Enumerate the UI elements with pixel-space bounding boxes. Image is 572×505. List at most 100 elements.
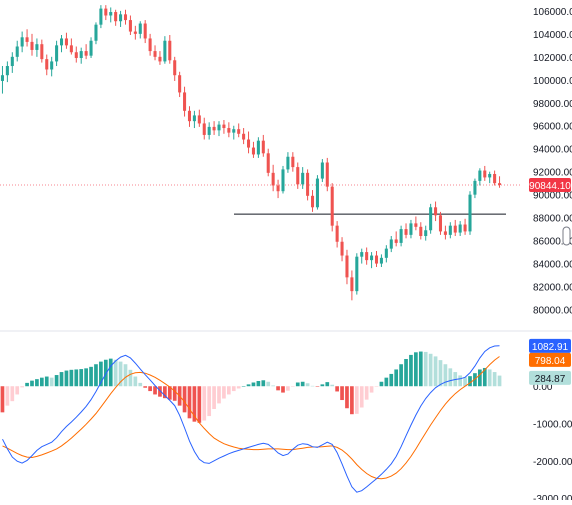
macd-histogram-bar xyxy=(207,386,212,417)
price-axis-tick-label: 102000.00 xyxy=(533,53,572,64)
candle-body xyxy=(30,41,34,50)
candle-body xyxy=(458,224,462,233)
macd-histogram-bar xyxy=(227,386,231,395)
candle-body xyxy=(355,256,359,292)
macd-histogram-bar xyxy=(94,364,98,387)
macd-histogram-bar xyxy=(217,386,221,404)
macd-histogram-bar xyxy=(99,361,103,387)
candle-body xyxy=(20,37,24,47)
macd-histogram-bar xyxy=(187,386,192,419)
candle-body xyxy=(478,170,482,181)
macd-histogram-bar xyxy=(281,386,285,393)
candle-body xyxy=(266,153,270,173)
candle-body xyxy=(296,167,300,185)
candle-body xyxy=(350,277,354,292)
macd-histogram-bar xyxy=(354,386,359,414)
macd-histogram-bar xyxy=(399,364,403,387)
macd-histogram-bar xyxy=(222,386,226,399)
macd-histogram-bar xyxy=(89,366,93,387)
candle-body xyxy=(498,183,502,185)
macd-histogram-bar xyxy=(59,372,64,387)
candle-body xyxy=(374,255,379,264)
price-axis-tick-label: 88000.00 xyxy=(533,214,572,225)
candle-body xyxy=(310,195,315,208)
candle-body xyxy=(138,23,142,34)
candle-body xyxy=(158,56,162,62)
candle-body xyxy=(443,231,447,235)
candle-body xyxy=(320,162,324,179)
macd-histogram-bar xyxy=(350,386,354,415)
candle-body xyxy=(247,139,251,148)
candle-body xyxy=(365,252,369,261)
histogram-value-badge xyxy=(529,370,571,385)
macd-histogram-bar xyxy=(497,375,502,387)
macd-value-badge xyxy=(529,338,571,353)
candle-body xyxy=(473,180,477,195)
candle-body xyxy=(40,44,44,60)
candle-body xyxy=(404,229,408,235)
macd-histogram-bar xyxy=(418,351,423,387)
candle-body xyxy=(419,226,423,237)
candle-body xyxy=(232,129,236,133)
candle-body xyxy=(133,31,137,34)
macd-histogram-bar xyxy=(123,364,128,387)
macd-histogram-bar xyxy=(320,384,325,387)
macd-histogram-bar xyxy=(369,386,374,393)
macd-histogram-bar xyxy=(414,352,418,387)
macd-histogram-bar xyxy=(153,386,157,395)
macd-histogram-bar xyxy=(463,377,467,387)
macd-histogram-bar xyxy=(458,375,463,387)
candle-body xyxy=(187,110,192,122)
price-axis-tick-label: 94000.00 xyxy=(533,145,572,156)
macd-histogram-bar xyxy=(487,369,492,387)
price-axis-tick-label: 82000.00 xyxy=(533,283,572,294)
macd-histogram-bar xyxy=(468,376,472,387)
candle-body xyxy=(340,241,344,256)
axis-scroll-handle-icon xyxy=(562,226,571,246)
price-axis-tick-label: 80000.00 xyxy=(533,306,572,317)
macd-axis-tick-label: -3000.00 xyxy=(533,494,572,500)
macd-histogram-bar xyxy=(379,381,384,387)
candle-body xyxy=(251,147,255,155)
macd-histogram-bar xyxy=(158,386,162,397)
macd-histogram-bar xyxy=(44,376,49,387)
macd-histogram-bar xyxy=(163,386,167,399)
candle-body xyxy=(207,126,211,135)
candle-body xyxy=(192,115,196,122)
candle-body xyxy=(123,14,128,21)
price-pane: 106000.00 104000.00 102000.00 100000.00 9800… xyxy=(0,5,572,332)
macd-histogram-bar xyxy=(84,368,88,387)
candle-body xyxy=(389,239,393,249)
macd-histogram-bar xyxy=(389,373,394,387)
macd-histogram-bar xyxy=(54,375,59,387)
macd-histogram-bar xyxy=(128,369,133,387)
macd-histogram-bar xyxy=(20,386,24,388)
macd-histogram-bar xyxy=(404,359,408,387)
price-axis-tick-label: 84000.00 xyxy=(533,260,572,271)
candle-body xyxy=(64,38,68,46)
candle-body xyxy=(35,44,39,50)
macd-histogram-bar xyxy=(202,386,207,421)
candle-body xyxy=(360,252,364,257)
macd-histogram-bar xyxy=(172,386,177,401)
macd-histogram-bar xyxy=(64,370,69,387)
macd-histogram-bar xyxy=(197,386,202,423)
candle-body xyxy=(330,186,334,226)
macd-histogram-bar xyxy=(0,386,5,413)
price-axis-tick-label: 106000.00 xyxy=(533,7,572,18)
macd-histogram-bar xyxy=(39,377,44,387)
candle-body xyxy=(197,115,201,124)
candle-body xyxy=(488,173,492,178)
macd-histogram-bar xyxy=(118,361,123,387)
candle-body xyxy=(384,248,388,258)
macd-histogram-bar xyxy=(310,385,315,387)
macd-histogram-bar xyxy=(345,386,349,409)
macd-histogram-bar xyxy=(251,382,256,387)
macd-line xyxy=(2,345,500,493)
macd-histogram-bar xyxy=(315,386,320,387)
macd-histogram-bar xyxy=(30,380,34,387)
price-axis-tick-label: 104000.00 xyxy=(533,30,572,41)
candle-body xyxy=(345,255,349,278)
